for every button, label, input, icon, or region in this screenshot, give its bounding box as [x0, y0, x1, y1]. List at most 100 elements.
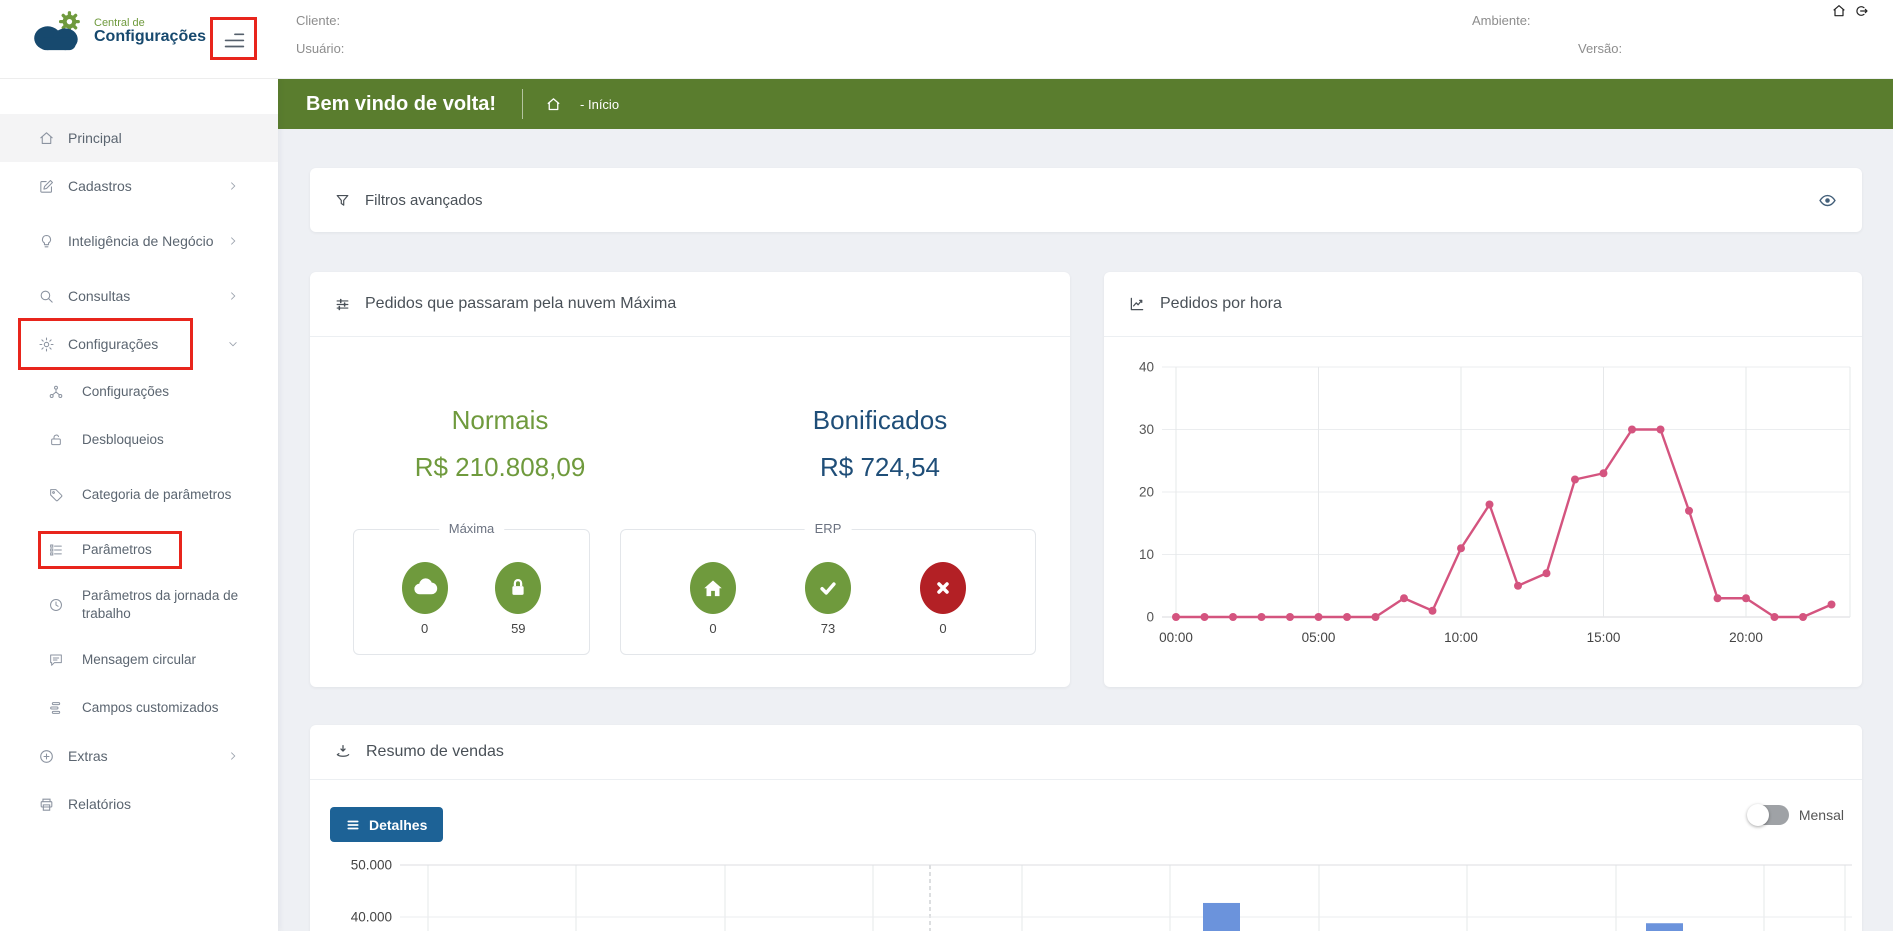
- normais-label: Normais: [310, 405, 690, 436]
- sidebar-item-label: Parâmetros da jornada de trabalho: [82, 587, 242, 623]
- sidebar-item-parametros-da-jornada[interactable]: Parâmetros da jornada de trabalho: [0, 574, 278, 636]
- chevron-right-icon: [226, 234, 240, 248]
- check-icon: [805, 562, 851, 614]
- versao-label: Versão:: [1578, 41, 1622, 56]
- status-badge-x: 0: [920, 562, 966, 636]
- logo-wordmark: Central de Configurações: [94, 18, 206, 46]
- normais-block: Normais R$ 210.808,09: [310, 405, 690, 483]
- pedidos-por-hora-header: Pedidos por hora: [1104, 272, 1862, 337]
- sidebar-item-configuracoes[interactable]: Configurações: [0, 320, 278, 368]
- app-logo[interactable]: Central de Configurações: [28, 11, 206, 53]
- pedidos-por-hora-title: Pedidos por hora: [1160, 295, 1282, 313]
- resumo-vendas-header: Resumo de vendas: [310, 725, 1862, 780]
- funnel-icon: [334, 192, 351, 209]
- sidebar-item-parametros[interactable]: Parâmetros: [0, 526, 278, 574]
- cliente-label: Cliente:: [296, 13, 340, 28]
- app-screen: Central de Configurações Cliente: Usuári…: [0, 0, 1893, 931]
- sidebar-item-label: Principal: [68, 129, 218, 148]
- sidebar-item-label: Configurações: [82, 383, 242, 401]
- lock-icon: [495, 562, 541, 614]
- status-badge-lock: 59: [495, 562, 541, 636]
- sidebar-item-label: Extras: [68, 747, 218, 766]
- svg-text:10: 10: [1139, 547, 1154, 562]
- top-header: Central de Configurações Cliente: Usuári…: [0, 0, 1893, 78]
- sidebar-item-configuracoes-sub[interactable]: Configurações: [0, 368, 278, 416]
- sidebar-item-label: Relatórios: [68, 795, 218, 814]
- home-icon: [38, 130, 55, 147]
- badge-count: 0: [421, 621, 428, 636]
- status-badge-house: 0: [690, 562, 736, 636]
- nodes-icon: [48, 384, 64, 400]
- list-lines-icon: [346, 818, 360, 832]
- welcome-banner: Bem vindo de volta! - Início: [278, 79, 1893, 129]
- sidebar-item-label: Desbloqueios: [82, 431, 242, 449]
- sidebar-item-mensagem-circular[interactable]: Mensagem circular: [0, 636, 278, 684]
- status-badge-check: 73: [805, 562, 851, 636]
- sidebar-item-label: Inteligência de Negócio: [68, 232, 218, 251]
- logout-icon[interactable]: [1853, 3, 1869, 19]
- edit-icon: [38, 178, 55, 195]
- hamburger-menu-icon[interactable]: [219, 24, 249, 54]
- pedidos-por-hora-card: Pedidos por hora 01020304000:0005:0010:0…: [1104, 272, 1862, 687]
- sidebar-item-extras[interactable]: Extras: [0, 732, 278, 780]
- sidebar-item-label: Parâmetros: [82, 541, 242, 559]
- normais-value: R$ 210.808,09: [310, 452, 690, 483]
- toggle-knob: [1747, 804, 1769, 826]
- chevron-right-icon: [226, 749, 240, 763]
- plus-circle-icon: [38, 748, 55, 765]
- header-action-icons: [1831, 3, 1869, 19]
- sidebar-item-label: Mensagem circular: [82, 651, 242, 669]
- pedidos-nuvem-card: Pedidos que passaram pela nuvem Máxima N…: [310, 272, 1070, 687]
- sidebar-item-inteligencia-de-negocio[interactable]: Inteligência de Negócio: [0, 210, 278, 272]
- svg-text:20: 20: [1139, 485, 1154, 500]
- home-icon[interactable]: [1831, 3, 1847, 19]
- printer-icon: [38, 796, 55, 813]
- sidebar-item-desbloqueios[interactable]: Desbloqueios: [0, 416, 278, 464]
- sidebar-item-cadastros[interactable]: Cadastros: [0, 162, 278, 210]
- group-legend: Máxima: [439, 521, 505, 536]
- badge-count: 59: [511, 621, 525, 636]
- cloud-gear-logo-icon: [28, 11, 86, 53]
- resumo-vendas-chart: 50.00040.000: [310, 853, 1862, 931]
- bonificados-value: R$ 724,54: [690, 452, 1070, 483]
- sidebar-item-label: Consultas: [68, 287, 218, 306]
- x-icon: [920, 562, 966, 614]
- group-legend: ERP: [805, 521, 852, 536]
- svg-text:00:00: 00:00: [1159, 630, 1193, 645]
- sidebar-item-label: Campos customizados: [82, 699, 242, 717]
- sidebar-item-principal[interactable]: Principal: [0, 114, 278, 162]
- bonificados-label: Bonificados: [690, 405, 1070, 436]
- sidebar-item-relatorios[interactable]: Relatórios: [0, 780, 278, 828]
- svg-text:20:00: 20:00: [1729, 630, 1763, 645]
- hand-download-icon: [334, 743, 352, 761]
- advanced-filters-title: Filtros avançados: [365, 192, 483, 209]
- chevron-down-icon: [226, 337, 240, 351]
- message-icon: [48, 652, 64, 668]
- gear-icon: [38, 336, 55, 353]
- pedidos-por-hora-chart: 01020304000:0005:0010:0015:0020:00: [1104, 337, 1862, 685]
- breadcrumb: - Início: [580, 97, 619, 112]
- svg-text:40.000: 40.000: [351, 910, 392, 925]
- detalhes-button[interactable]: Detalhes: [330, 807, 443, 842]
- svg-text:10:00: 10:00: [1444, 630, 1478, 645]
- ambiente-label: Ambiente:: [1472, 13, 1531, 28]
- sidebar-item-categoria-de-parametros[interactable]: Categoria de parâmetros: [0, 464, 278, 526]
- sidebar-item-label: Configurações: [68, 335, 218, 354]
- eye-icon[interactable]: [1817, 190, 1838, 211]
- advanced-filters-panel[interactable]: Filtros avançados: [310, 168, 1862, 232]
- pedidos-nuvem-title: Pedidos que passaram pela nuvem Máxima: [365, 295, 676, 313]
- badge-count: 0: [939, 621, 946, 636]
- cloud-icon: [402, 562, 448, 614]
- sliders-icon: [334, 296, 351, 313]
- resumo-vendas-title: Resumo de vendas: [366, 743, 504, 761]
- mensal-toggle[interactable]: [1749, 805, 1789, 825]
- clock-icon: [48, 597, 64, 613]
- tag-icon: [48, 487, 64, 503]
- mensal-toggle-group: Mensal: [1749, 805, 1844, 825]
- sidebar-item-consultas[interactable]: Consultas: [0, 272, 278, 320]
- badge-count: 73: [821, 621, 835, 636]
- totals-row: Normais R$ 210.808,09 Bonificados R$ 724…: [310, 405, 1070, 483]
- breadcrumb-home-icon[interactable]: [545, 96, 562, 113]
- sidebar-item-campos-customizados[interactable]: Campos customizados: [0, 684, 278, 732]
- status-badge-cloud: 0: [402, 562, 448, 636]
